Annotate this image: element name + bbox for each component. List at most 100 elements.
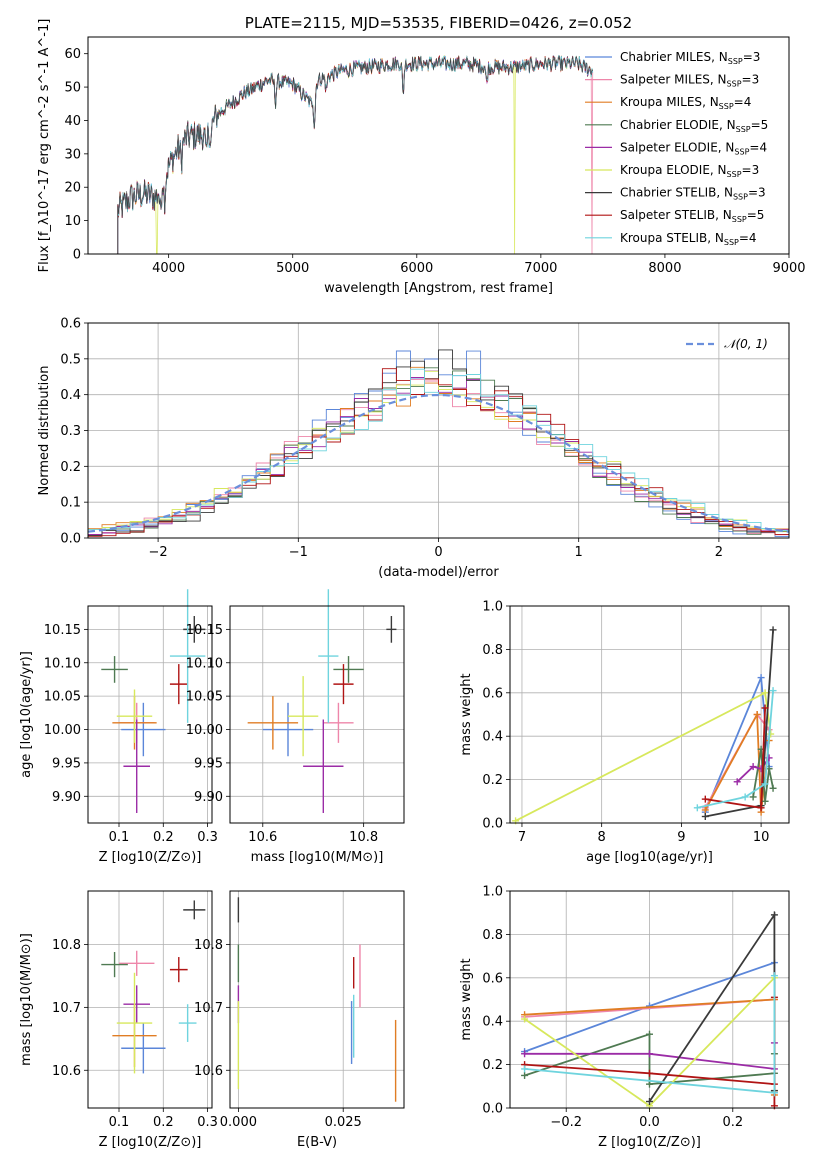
y-tick-label: 60 (64, 47, 81, 62)
data-point (123, 719, 150, 813)
x-axis-label: age [log10(age/yr)] (586, 850, 713, 865)
point-marker (521, 1050, 529, 1058)
axes-frame (87, 322, 790, 539)
legend-nssp: 3 (758, 186, 766, 200)
point-marker (733, 778, 741, 786)
legend-series-name: Chabrier MILES (620, 50, 711, 64)
y-tick-label: 0.4 (482, 1015, 503, 1030)
y-tick-label: 10.00 (186, 723, 223, 738)
x-tick-label: 10.8 (349, 830, 378, 845)
x-axis-label: mass [log10(M/M⊙)] (251, 850, 384, 865)
mass-weight-series-line (736, 757, 770, 783)
legend-label: 𝒩(0, 1) (724, 337, 768, 351)
mass-vs-metallicity-panel: 0.1 0.2 0.3 10.6 10.7 10.8 Z [log10(Z/Z⊙)] mass… (19, 890, 218, 1150)
legend-text: , N (710, 73, 727, 87)
legend-subscript: SSP (727, 170, 742, 179)
x-tick-label: 0.0 (639, 1115, 660, 1130)
point-marker (767, 730, 775, 738)
point-marker (701, 795, 709, 803)
legend-subscript: SSP (724, 238, 739, 247)
axes-frame (229, 890, 405, 1109)
legend-text: , N (719, 118, 736, 132)
point-marker (769, 626, 777, 634)
mass-weight-vs-metallicity-panel: −0.2 0.0 0.2 0.0 0.2 0.4 0.6 0.8 1.0 Z [log10(Z/Z… (459, 885, 790, 1150)
legend-text: , N (718, 140, 735, 154)
mass-weight-vs-age-panel: 7 8 9 10 0.0 0.2 0.4 0.6 0.8 1.0 age [log10(age/yr… (459, 600, 790, 865)
y-axis-label: Normed distribution (37, 366, 52, 496)
y-tick-label: 10.8 (194, 938, 223, 953)
legend-series-name: Chabrier STELIB (620, 186, 716, 200)
legend-series-name: Salpeter MILES (620, 73, 710, 87)
data-point (386, 616, 397, 643)
legend-subscript: SSP (733, 193, 748, 202)
x-tick-label: 9 (677, 830, 685, 845)
point-marker (761, 689, 769, 697)
x-axis-label: wavelength [Angstrom, rest frame] (324, 281, 553, 296)
x-tick-label: −1 (289, 545, 308, 560)
point-marker (770, 1089, 778, 1097)
plot-background (88, 891, 212, 1108)
legend-subscript: SSP (728, 57, 743, 66)
legend-series-name: Kroupa STELIB (620, 231, 707, 245)
point-marker (646, 1030, 653, 1038)
legend-nssp: 3 (753, 50, 761, 64)
point-marker (741, 793, 749, 801)
legend-text: , N (716, 186, 733, 200)
plot-area (521, 911, 778, 1110)
x-axis-label: (data-model)/error (378, 565, 499, 580)
point-marker (761, 797, 769, 805)
y-tick-label: 0.6 (482, 971, 503, 986)
residual-histogram (88, 349, 789, 536)
data-point (119, 950, 155, 976)
x-axis-label: Z [log10(Z/Z⊙)] (99, 1135, 202, 1150)
y-tick-label: 0.6 (482, 686, 503, 701)
plot-background (510, 606, 789, 823)
axes-frame (87, 36, 790, 255)
legend-series-name: Salpeter STELIB (620, 208, 715, 222)
y-tick-label: 0.8 (482, 643, 503, 658)
y-tick-label: 40 (64, 114, 81, 129)
x-tick-label: 1 (575, 545, 583, 560)
data-point (116, 689, 153, 743)
residuals-panel: −2 −1 0 1 2 0.0 0.1 0.2 0.3 0.4 0.5 0.6 (data-model)… (37, 317, 790, 580)
legend-text: , N (710, 163, 727, 177)
point-marker (701, 812, 709, 820)
legend-series-name: Kroupa MILES (620, 95, 702, 109)
age-vs-mass-panel: 10.6 10.8 9.90 9.95 10.00 10.05 10.10 10.15 mass… (186, 589, 405, 865)
legend-text: = (751, 118, 761, 132)
y-axis-label: mass weight (459, 958, 474, 1040)
legend-nssp: 4 (749, 231, 757, 245)
y-tick-label: 0 (73, 248, 81, 263)
x-tick-label: 8000 (648, 261, 681, 276)
x-tick-label: 2 (715, 545, 723, 560)
point-marker (769, 687, 777, 695)
point-marker (770, 972, 778, 980)
data-point (121, 702, 166, 757)
point-marker (770, 911, 778, 919)
x-axis-label: Z [log10(Z/Z⊙)] (598, 1135, 701, 1150)
age-vs-metallicity-panel: 0.1 0.2 0.3 9.90 9.95 10.00 10.05 10.10 10.15 Z [… (19, 589, 218, 865)
legend-label: Chabrier STELIB, NSSP=3 (620, 186, 766, 202)
y-tick-label: 10.00 (44, 723, 81, 738)
y-tick-label: 0.0 (482, 1102, 503, 1117)
y-tick-label: 10 (64, 214, 81, 229)
y-tick-label: 20 (64, 181, 81, 196)
legend-text: , N (711, 50, 728, 64)
x-tick-label: 0.2 (153, 830, 174, 845)
legend-text: = (749, 140, 759, 154)
legend-text: = (743, 50, 753, 64)
x-tick-label: 0.1 (109, 830, 130, 845)
legend-label: Salpeter ELODIE, NSSP=4 (620, 140, 767, 156)
point-marker (757, 674, 765, 682)
legend-subscript: SSP (727, 80, 742, 89)
plot-area (247, 589, 397, 813)
y-tick-label: 10.10 (44, 656, 81, 671)
y-tick-label: 1.0 (482, 885, 503, 900)
legend-text: = (739, 231, 749, 245)
x-tick-label: 0.1 (109, 1115, 130, 1130)
plot-background (230, 606, 404, 823)
legend-text: = (742, 73, 752, 87)
x-tick-label: 0.2 (153, 1115, 174, 1130)
